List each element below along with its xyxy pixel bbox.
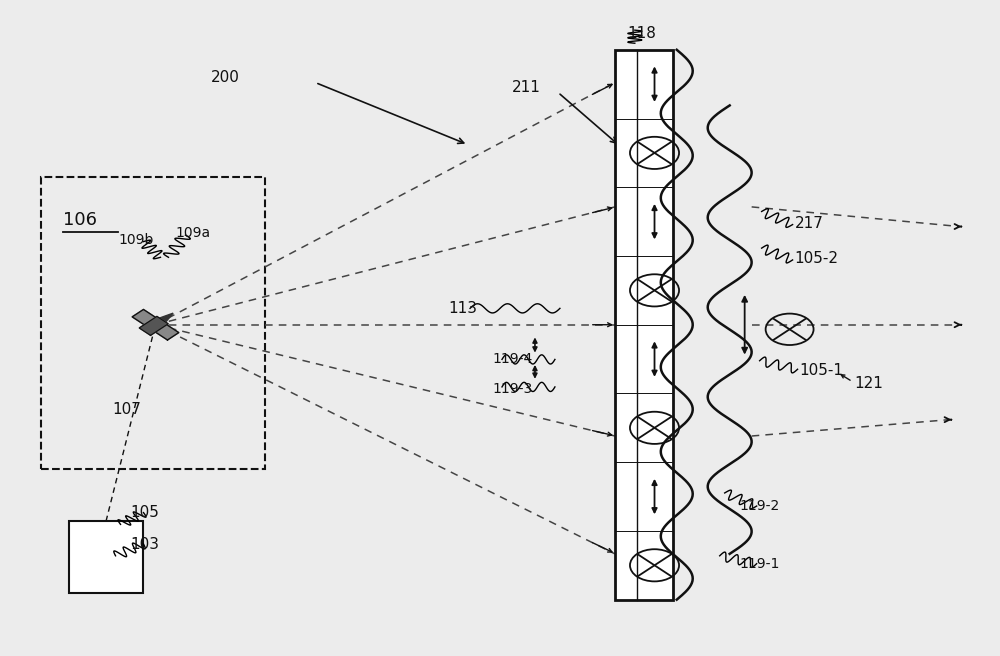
- Text: 105: 105: [131, 505, 159, 520]
- Text: 103: 103: [131, 537, 160, 552]
- Text: 211: 211: [512, 79, 541, 94]
- Text: 113: 113: [448, 301, 477, 316]
- Text: 121: 121: [855, 376, 883, 391]
- Text: 119-2: 119-2: [740, 499, 780, 513]
- Text: 200: 200: [210, 70, 239, 85]
- Text: 119-4: 119-4: [492, 352, 532, 367]
- Text: 109a: 109a: [175, 226, 211, 240]
- Polygon shape: [132, 310, 179, 340]
- Text: 105-2: 105-2: [795, 251, 839, 266]
- Text: 217: 217: [795, 216, 823, 231]
- Text: 119-3: 119-3: [492, 382, 532, 396]
- Bar: [69, 521, 143, 593]
- Text: 119-1: 119-1: [740, 557, 780, 571]
- Text: 107: 107: [113, 402, 141, 417]
- Text: 106: 106: [63, 211, 97, 229]
- Text: 109b: 109b: [119, 233, 154, 247]
- Bar: [615, 50, 673, 600]
- Polygon shape: [158, 313, 173, 323]
- Text: 105-1: 105-1: [800, 363, 844, 378]
- Text: 118: 118: [627, 26, 656, 41]
- Polygon shape: [139, 316, 168, 335]
